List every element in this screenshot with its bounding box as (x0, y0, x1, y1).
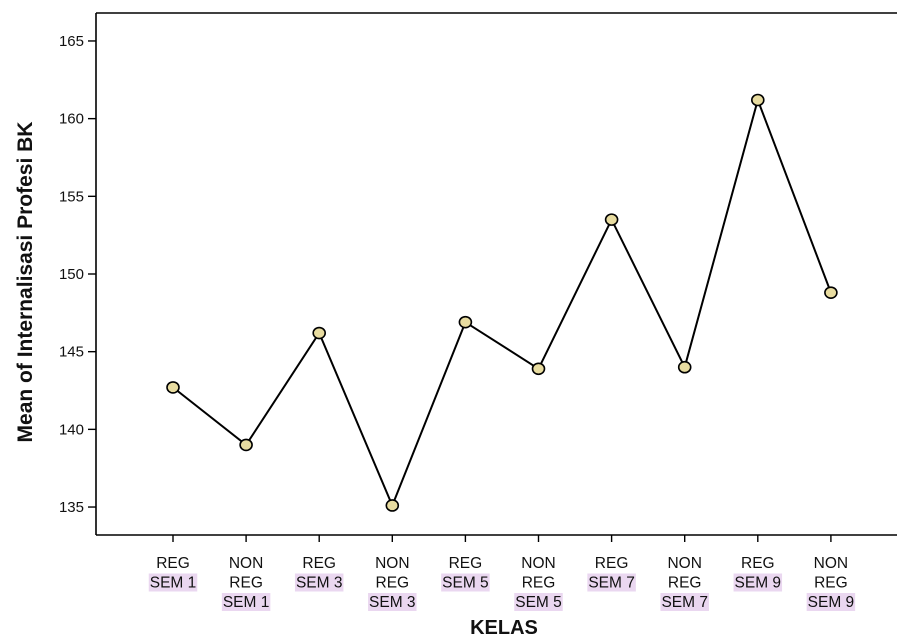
y-axis-title: Mean of Internalisasi Profesi BK (14, 122, 37, 443)
x-tick-label: NON (375, 555, 409, 572)
data-point (750, 93, 765, 107)
x-tick-label: REG (814, 575, 848, 592)
data-point (166, 381, 180, 394)
y-tick-label: 135 (59, 499, 84, 516)
x-tick-label: REG (595, 555, 629, 572)
data-point (604, 213, 619, 226)
x-axis-title: KELAS (470, 617, 538, 638)
x-tick-label-highlight (148, 573, 198, 592)
data-point (458, 315, 473, 329)
x-tick-label: NON (814, 555, 848, 572)
x-tick-label-highlight (806, 593, 856, 611)
x-tick-label: SEM 9 (735, 575, 782, 592)
data-point (239, 438, 253, 452)
x-tick-label: SEM 1 (150, 575, 197, 592)
data-point (312, 326, 327, 340)
x-tick-label: SEM 9 (808, 594, 855, 611)
x-tick-label: SEM 5 (442, 575, 489, 592)
x-tick-label: REG (668, 575, 702, 592)
x-tick-label-highlight (514, 593, 563, 611)
series-points-layer (166, 93, 838, 512)
x-tick-label: SEM 3 (296, 575, 343, 592)
x-tick-label-highlight (587, 573, 636, 592)
x-tick-label: REG (449, 555, 483, 572)
x-tick-label: REG (741, 555, 775, 572)
x-tick-label-highlight (221, 593, 271, 611)
x-tick-label: REG (156, 555, 190, 572)
x-tick-label: SEM 5 (515, 594, 562, 611)
x-tick-label-highlight (733, 573, 783, 592)
x-tick-label: REG (302, 555, 336, 572)
x-tick-label-highlight (660, 593, 709, 611)
data-point (824, 286, 838, 299)
y-tick-label: 140 (59, 421, 84, 438)
series-line (172, 96, 832, 509)
x-tick-label: NON (667, 555, 701, 572)
y-axis-ticks: 135 140 145 150 155 160 165 (59, 33, 96, 516)
plot-frame (95, 12, 897, 536)
y-tick-label: 155 (59, 188, 84, 205)
x-tick-label: SEM 7 (588, 575, 635, 592)
x-tick-label-highlight (294, 573, 344, 592)
x-tick-label-highlight (441, 573, 490, 592)
x-axis-ticks: REG SEM 1 NON REG SEM 1 REG SEM 3 NON REG SEM 3 RE… (148, 535, 856, 611)
y-tick-label: 165 (59, 33, 84, 50)
y-tick-label: 160 (59, 111, 84, 128)
x-tick-label: REG (376, 575, 410, 592)
x-tick-label: REG (522, 575, 556, 592)
y-tick-label: 145 (59, 344, 84, 361)
x-tick-label: SEM 3 (369, 594, 416, 611)
x-tick-label: SEM 1 (223, 594, 270, 611)
x-tick-label: NON (521, 555, 555, 572)
data-point (677, 360, 692, 374)
x-tick-label: REG (229, 575, 263, 592)
x-tick-label: NON (229, 555, 263, 572)
y-tick-label: 150 (59, 266, 84, 283)
x-tick-label-highlight (368, 593, 417, 611)
series-line-layer (172, 96, 832, 509)
data-point (531, 362, 546, 376)
data-point (385, 499, 400, 512)
x-tick-label: SEM 7 (661, 594, 708, 611)
